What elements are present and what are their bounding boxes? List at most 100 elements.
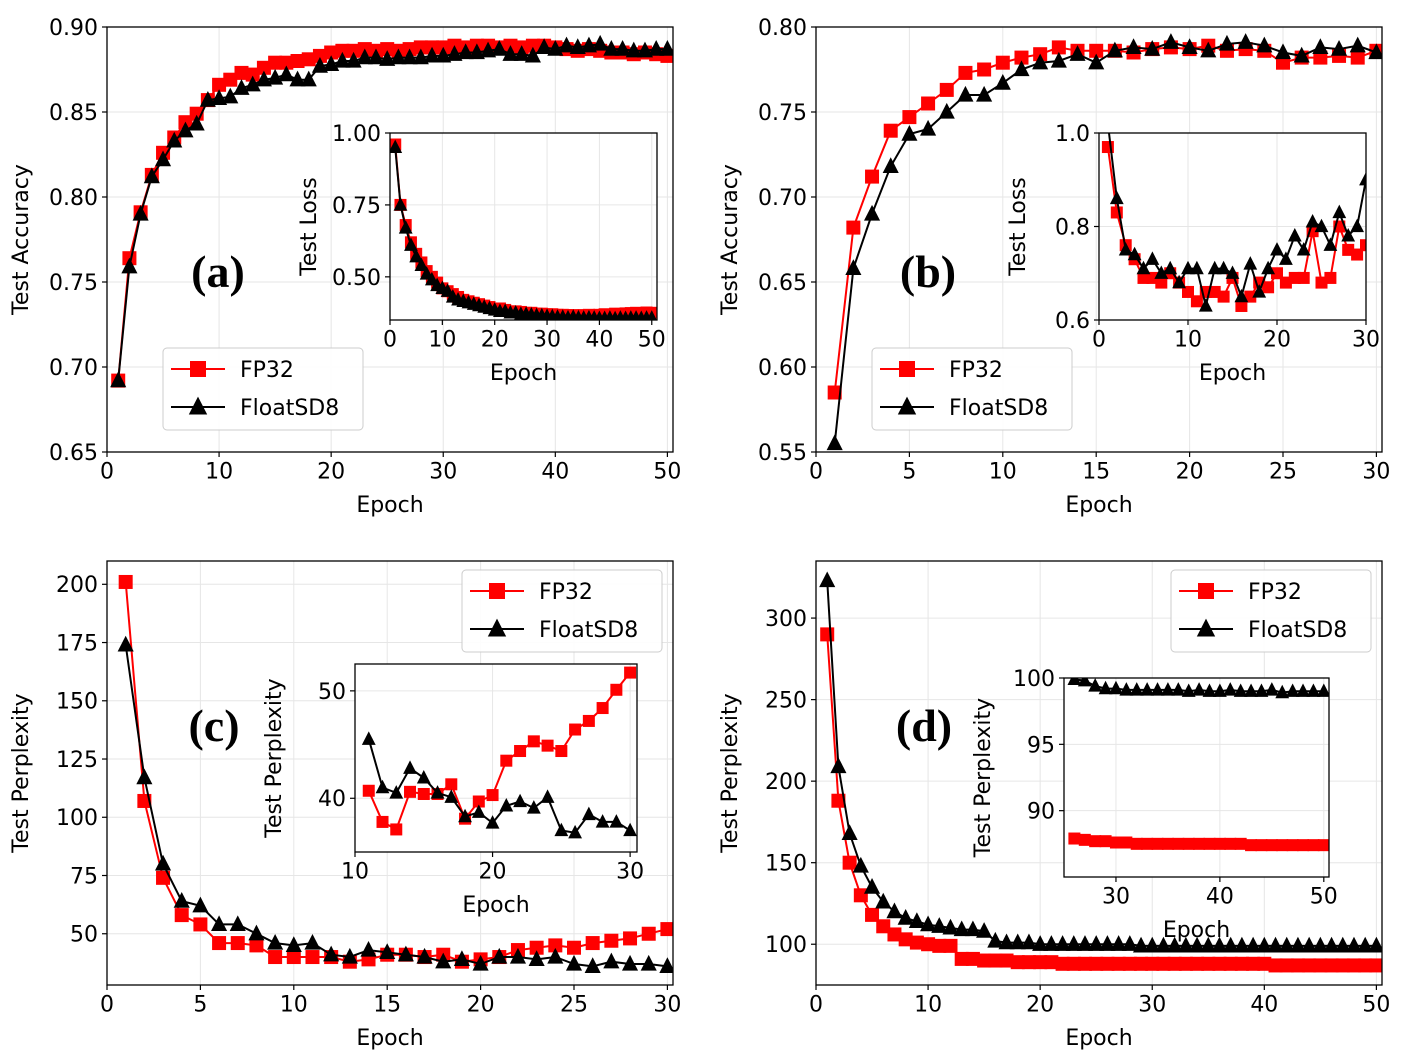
data-point-floatsd8 [1222, 936, 1239, 953]
data-point-floatsd8 [502, 45, 519, 61]
data-point-floatsd8 [1181, 683, 1196, 697]
data-point-floatsd8 [625, 41, 642, 58]
data-point-floatsd8 [603, 39, 620, 56]
data-point-fp32 [1265, 839, 1278, 852]
y-axis-label: Test Perplexity [971, 698, 996, 858]
chart-panel-b: 0 5 10 15 20 25 300.550.600.650.700.750.80Epoc… [718, 16, 1390, 518]
y-tick-label: 0.6 [1055, 309, 1090, 334]
data-point-floatsd8 [1289, 936, 1306, 953]
data-point-floatsd8 [453, 950, 470, 966]
data-point-floatsd8 [334, 51, 351, 68]
data-point-floatsd8 [423, 46, 441, 63]
data-point-floatsd8 [1312, 936, 1329, 953]
data-point-fp32 [1290, 958, 1305, 973]
y-axis-label: Test Loss [1006, 177, 1031, 277]
data-point-floatsd8 [603, 952, 620, 969]
data-point-fp32 [831, 793, 846, 808]
data-point-floatsd8 [1207, 260, 1222, 275]
data-point-fp32 [999, 953, 1014, 968]
data-point-floatsd8 [323, 945, 340, 962]
data-point-floatsd8 [1368, 936, 1382, 953]
panel-label: (b) [900, 246, 956, 297]
data-point-floatsd8 [1098, 680, 1113, 695]
data-point-floatsd8 [528, 950, 545, 966]
data-point-fp32 [413, 40, 428, 55]
series-layer [826, 33, 1382, 451]
data-point-floatsd8 [901, 124, 918, 141]
data-point-floatsd8 [964, 920, 981, 937]
data-point-floatsd8 [1077, 678, 1092, 687]
data-point-floatsd8 [154, 854, 172, 871]
data-point-floatsd8 [1088, 678, 1103, 692]
data-point-fp32 [1244, 290, 1257, 303]
data-point-floatsd8 [398, 220, 413, 234]
data-point-floatsd8 [1109, 680, 1123, 695]
data-point-fp32 [1066, 956, 1081, 971]
plot-background [355, 664, 637, 852]
data-point-floatsd8 [819, 571, 836, 588]
data-point-fp32 [1201, 956, 1216, 971]
y-axis-label: Test Accuracy [718, 164, 743, 316]
data-point-floatsd8 [1162, 33, 1179, 49]
data-point-fp32 [1033, 955, 1048, 970]
data-point-floatsd8 [1334, 936, 1351, 953]
data-point-fp32 [1351, 248, 1364, 261]
y-tick-label: 90 [1027, 800, 1055, 825]
data-point-floatsd8 [1359, 171, 1366, 186]
data-point-floatsd8 [1050, 51, 1067, 68]
data-point-floatsd8 [1119, 682, 1134, 696]
data-point-floatsd8 [1144, 936, 1161, 953]
y-tick-label: 0.90 [49, 16, 98, 41]
data-point-fp32 [1324, 958, 1339, 973]
x-axis-label: Epoch [490, 361, 557, 386]
legend-label-fp32: FP32 [1248, 580, 1302, 605]
axes-frame [1063, 677, 1330, 878]
data-point-floatsd8 [1181, 38, 1198, 55]
data-point-fp32 [156, 870, 171, 885]
data-point-floatsd8 [614, 39, 631, 56]
data-point-fp32 [977, 62, 992, 77]
data-point-floatsd8 [976, 85, 993, 102]
data-point-fp32 [569, 723, 582, 736]
data-point-floatsd8 [1256, 936, 1273, 953]
data-point-floatsd8 [389, 785, 404, 799]
data-point-fp32 [324, 45, 339, 60]
data-point-floatsd8 [1368, 43, 1382, 60]
data-point-floatsd8 [826, 434, 843, 451]
data-point-floatsd8 [580, 36, 597, 53]
data-point-fp32 [1130, 837, 1143, 850]
axes-frame [354, 663, 638, 853]
data-point-floatsd8 [499, 797, 514, 812]
data-point-floatsd8 [121, 257, 138, 274]
data-point-floatsd8 [1314, 218, 1329, 233]
data-point-fp32 [921, 96, 936, 111]
data-point-floatsd8 [1296, 683, 1310, 697]
data-point-fp32 [404, 785, 417, 798]
axes-frame [389, 132, 658, 321]
data-point-floatsd8 [957, 85, 974, 102]
inset-c: 10 20 30 40 50 Epoch Test Perplexity [262, 663, 644, 918]
data-point-fp32 [1021, 955, 1036, 970]
data-point-fp32 [1346, 958, 1361, 973]
x-tick-label: 20 [1026, 993, 1054, 1018]
data-point-floatsd8 [1243, 256, 1258, 270]
data-point-fp32 [846, 220, 861, 235]
data-point-floatsd8 [938, 102, 955, 119]
data-point-fp32 [1317, 839, 1329, 852]
data-point-floatsd8 [1189, 936, 1206, 953]
data-point-floatsd8 [540, 789, 555, 803]
data-point-floatsd8 [414, 257, 429, 272]
data-point-floatsd8 [222, 87, 239, 104]
x-tick-label: 20 [317, 460, 345, 485]
data-point-fp32 [279, 55, 294, 70]
data-point-floatsd8 [471, 804, 486, 818]
x-axis-label: Epoch [1163, 918, 1230, 943]
data-point-floatsd8 [558, 36, 575, 53]
data-point-floatsd8 [1244, 683, 1258, 697]
y-tick-label: 1.0 [1055, 122, 1090, 147]
data-point-fp32 [604, 933, 619, 948]
x-tick-label: 20 [1263, 328, 1291, 353]
data-point-floatsd8 [356, 48, 373, 65]
data-point-fp32 [1077, 956, 1092, 971]
data-point-floatsd8 [852, 856, 869, 873]
